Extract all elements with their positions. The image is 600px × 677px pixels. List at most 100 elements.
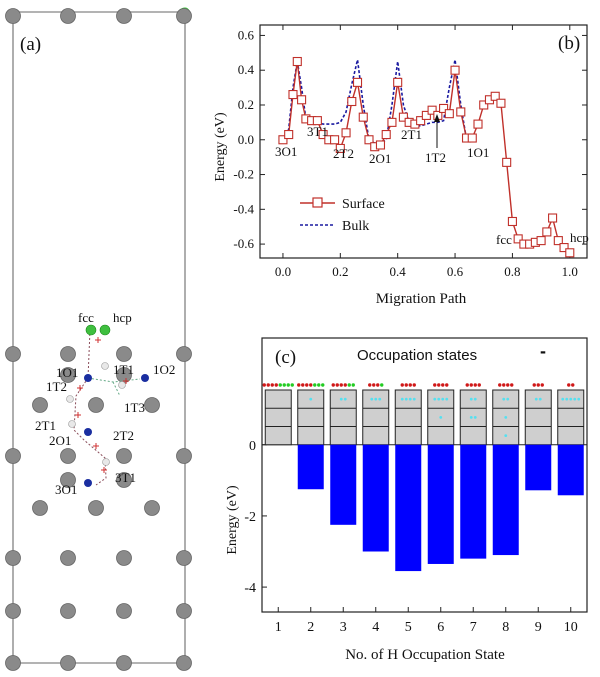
occupation-box xyxy=(329,389,357,446)
series-surface-point xyxy=(467,133,477,143)
series-surface-point xyxy=(559,243,569,253)
occupation-box xyxy=(394,389,422,446)
y-tick-label: -0.4 xyxy=(233,201,254,216)
occupation-dot xyxy=(437,383,441,387)
anno-2t1: 2T1 xyxy=(401,127,422,142)
metal-atom xyxy=(116,655,132,671)
occupation-h-dot xyxy=(433,397,437,401)
occupation-h-dot xyxy=(469,415,473,419)
occupation-dot xyxy=(343,383,347,387)
series-surface-point xyxy=(292,56,302,67)
panel-c-axes: 0 -2 -4 1 2 3 4 5 6 7 8 9 10 xyxy=(244,337,588,635)
site-tetrahedral xyxy=(101,362,109,370)
panel-c: 0 -2 -4 1 2 3 4 5 6 7 8 9 10 (c) Occupation states -… xyxy=(225,337,588,663)
metal-atom xyxy=(60,367,76,383)
occupation-h-dot xyxy=(408,397,412,401)
occupation-dot xyxy=(274,383,278,387)
occupation-box xyxy=(264,389,292,446)
series-surface-point xyxy=(553,236,563,246)
site-labels: fcc hcp 1O1 1T1 1O2 1T2 1T3 2T1 2O1 2T2 … xyxy=(35,310,175,497)
occupation-dot xyxy=(412,383,416,387)
x-tick-label: 3 xyxy=(340,620,347,635)
y-tick-label: 0 xyxy=(249,439,256,454)
series-surface-point xyxy=(507,216,517,227)
series-surface-point xyxy=(278,135,288,145)
panel-b-plot-area xyxy=(278,56,575,258)
anno-hcp: hcp xyxy=(570,230,589,245)
legend-surface-label: Surface xyxy=(342,197,385,212)
anno-2o1: 2O1 xyxy=(369,151,391,166)
series-surface-point xyxy=(381,129,391,140)
x-tick-label: 5 xyxy=(405,620,412,635)
site-marker xyxy=(77,385,83,391)
metal-atom xyxy=(176,603,192,619)
panel-b-legend: Surface Bulk xyxy=(300,197,385,234)
occupation-dot xyxy=(498,383,502,387)
series-surface-point xyxy=(416,116,426,126)
series-surface-point xyxy=(473,119,483,129)
site-octahedral xyxy=(84,374,92,382)
occupation-dot xyxy=(372,383,376,387)
x-tick-label: 1 xyxy=(275,620,282,635)
x-tick-label: 2 xyxy=(307,620,314,635)
series-surface-point xyxy=(284,129,294,140)
energy-bar xyxy=(557,444,584,496)
occupation-h-dot xyxy=(439,415,443,419)
metal-atom xyxy=(5,346,21,362)
series-surface-point xyxy=(444,109,454,119)
metal-atom xyxy=(176,550,192,566)
occupation-dot xyxy=(305,383,309,387)
site-marker xyxy=(93,443,99,449)
metal-atom xyxy=(60,472,76,488)
site-label-2t2: 2T2 xyxy=(113,428,134,443)
metal-atom xyxy=(116,550,132,566)
metal-atom xyxy=(144,397,160,413)
panel-b: 0.0 0.2 0.4 0.6 0.8 1.0 0.6 0.4 0.2 0.0 -0.2 -0.4 -0… xyxy=(213,24,589,307)
occupation-dot xyxy=(309,383,313,387)
panel-a: (a) fcc hcp 1O1 1T1 1O2 1T2 1T3 2T1 2O1 … xyxy=(5,7,192,671)
metal-atom xyxy=(144,500,160,516)
occupation-dot xyxy=(266,383,270,387)
metal-atom xyxy=(5,603,21,619)
x-tick-label: 10 xyxy=(564,620,578,635)
occupation-h-dot xyxy=(309,397,313,401)
occupation-h-dot xyxy=(437,397,441,401)
panel-c-plot-area xyxy=(262,383,585,572)
x-tick-label: 0.4 xyxy=(390,264,407,279)
site-label-2o1: 2O1 xyxy=(49,433,71,448)
occupation-h-dot xyxy=(506,397,510,401)
occupation-dot xyxy=(465,383,469,387)
occupation-dot xyxy=(400,383,404,387)
occupation-dot xyxy=(297,383,301,387)
site-green xyxy=(99,324,111,336)
series-surface-point xyxy=(548,213,558,223)
occupation-dot xyxy=(380,383,384,387)
panel-b-xlabel: Migration Path xyxy=(376,291,467,307)
anno-1o1: 1O1 xyxy=(467,145,489,160)
series-surface-point xyxy=(502,157,512,167)
energy-bar xyxy=(297,444,324,490)
series-surface-point xyxy=(312,116,322,126)
occupation-h-dot xyxy=(374,397,378,401)
energy-bar xyxy=(395,444,422,572)
occupation-dot xyxy=(368,383,372,387)
metal-atom xyxy=(176,655,192,671)
occupation-dot xyxy=(313,383,317,387)
occupation-h-dot xyxy=(502,397,506,401)
metal-atoms xyxy=(5,8,192,671)
site-tetrahedral xyxy=(102,458,110,466)
x-tick-label: 0.6 xyxy=(447,264,464,279)
series-surface-point xyxy=(427,105,437,115)
occupation-dot xyxy=(331,383,335,387)
site-label-hcp: hcp xyxy=(113,310,132,325)
series-surface-point xyxy=(450,65,460,75)
series-surface-point xyxy=(288,90,298,100)
occupation-h-dot xyxy=(370,397,374,401)
site-marker xyxy=(75,412,81,418)
site-octahedral xyxy=(141,374,149,382)
x-tick-label: 0.8 xyxy=(504,264,520,279)
occupation-h-dot xyxy=(569,397,573,401)
x-tick-label: 6 xyxy=(437,620,444,635)
occupation-h-dot xyxy=(504,434,508,438)
panel-c-frame xyxy=(261,337,588,613)
